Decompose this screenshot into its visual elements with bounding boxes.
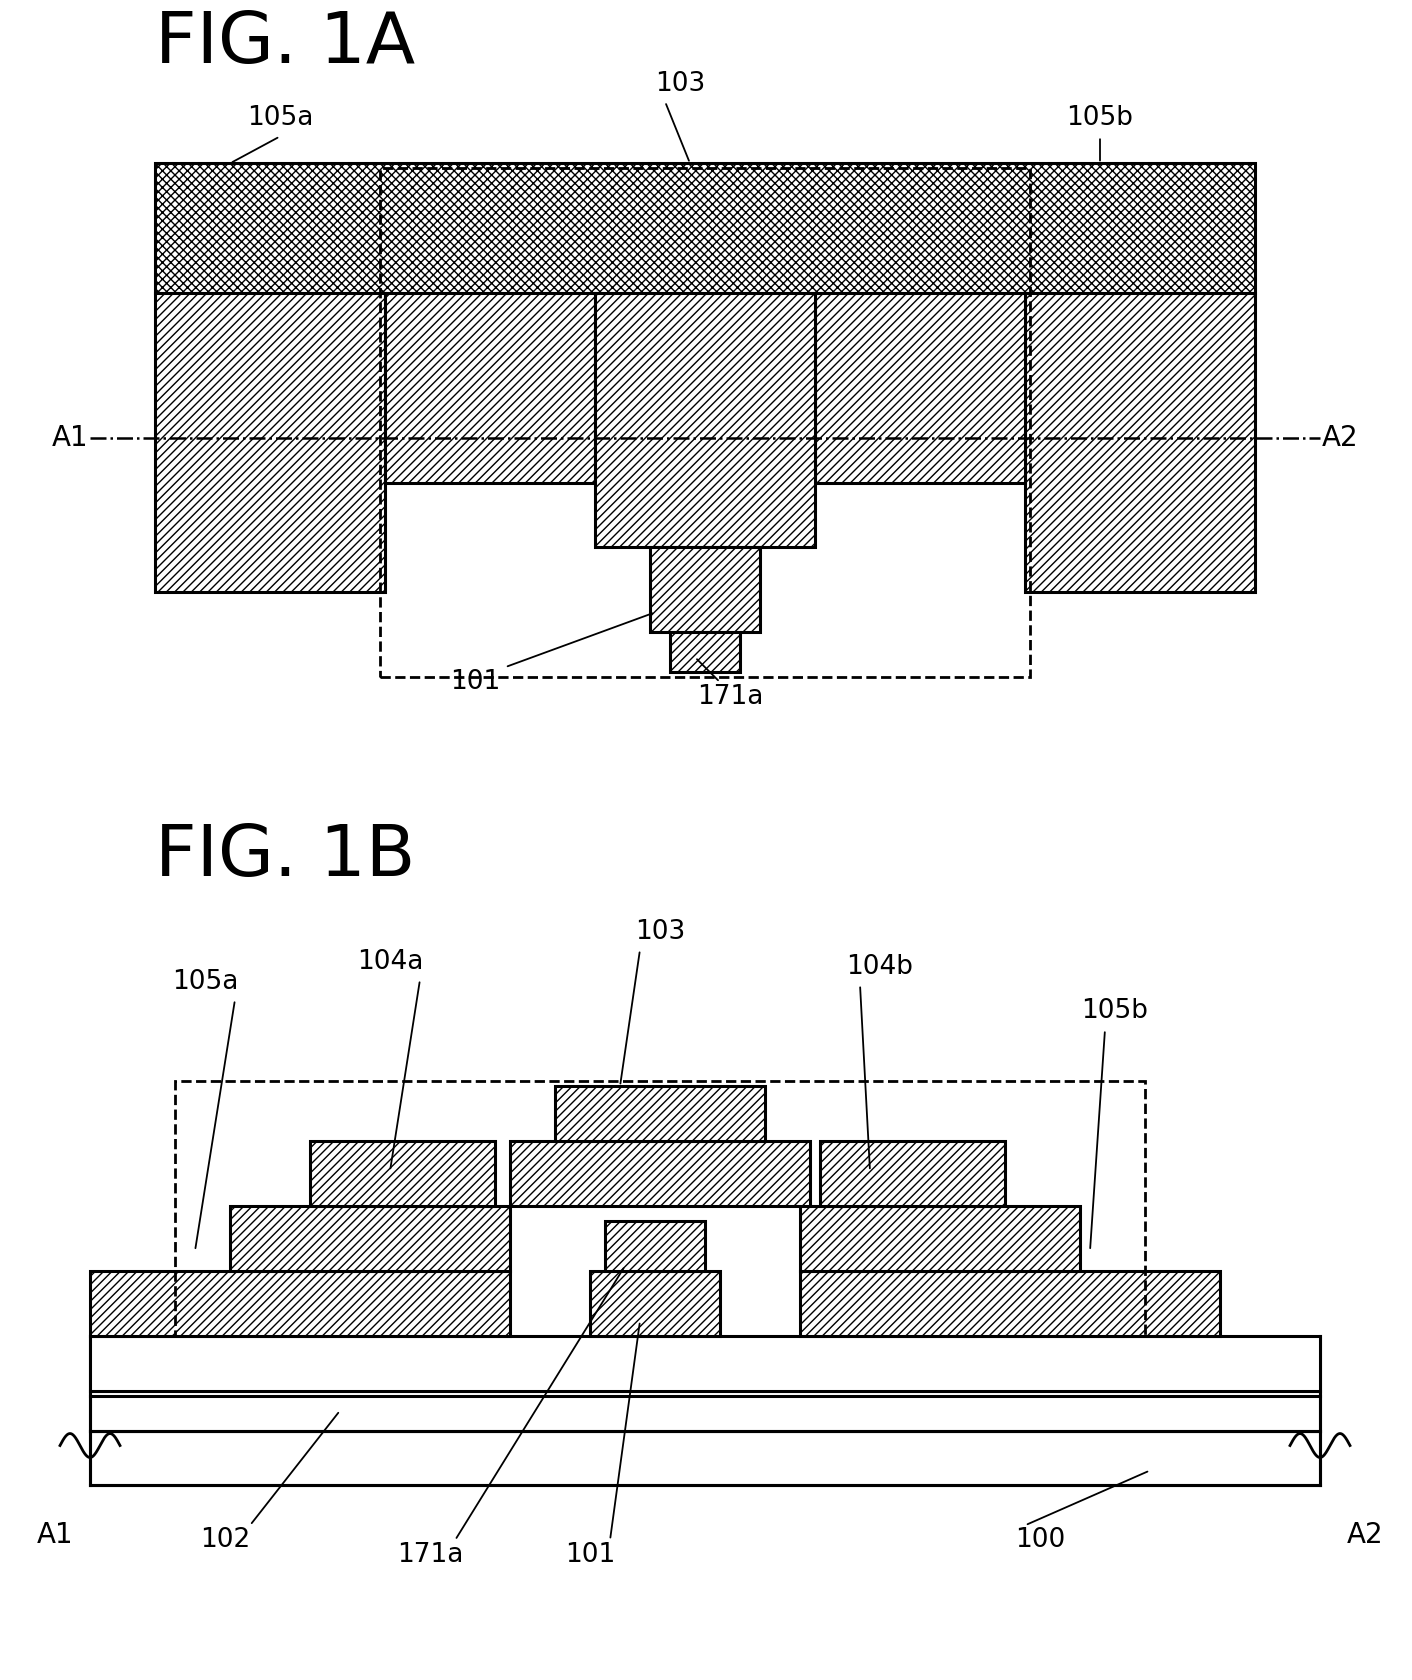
Text: 104b: 104b bbox=[847, 954, 914, 979]
Bar bbox=[801, 1270, 1220, 1336]
Text: 105a: 105a bbox=[172, 969, 239, 995]
Bar bbox=[820, 1141, 1005, 1206]
Text: 104a: 104a bbox=[357, 949, 424, 974]
Bar bbox=[90, 1270, 510, 1336]
Bar bbox=[604, 1221, 705, 1270]
Bar bbox=[650, 548, 760, 632]
Bar bbox=[1025, 292, 1255, 593]
Text: 105a: 105a bbox=[247, 106, 313, 131]
Bar bbox=[510, 1141, 810, 1206]
Bar bbox=[385, 292, 594, 482]
Bar bbox=[90, 1391, 1320, 1431]
Bar bbox=[155, 163, 1255, 292]
Bar bbox=[815, 292, 1025, 482]
Bar bbox=[230, 1206, 510, 1270]
Text: 101: 101 bbox=[450, 669, 500, 696]
Text: A2: A2 bbox=[1347, 1522, 1384, 1549]
Text: A2: A2 bbox=[1322, 423, 1358, 452]
Text: 103: 103 bbox=[635, 919, 685, 944]
Bar bbox=[594, 292, 815, 548]
Text: 105b: 105b bbox=[1066, 106, 1134, 131]
Text: 102: 102 bbox=[201, 1527, 250, 1554]
Bar bbox=[671, 632, 740, 672]
Bar bbox=[90, 1336, 1320, 1391]
Text: A1: A1 bbox=[37, 1522, 73, 1549]
Text: FIG. 1B: FIG. 1B bbox=[155, 822, 415, 892]
Bar bbox=[155, 292, 385, 593]
Bar bbox=[590, 1270, 720, 1336]
Bar bbox=[380, 168, 1029, 677]
Bar bbox=[175, 1082, 1145, 1336]
Bar bbox=[801, 1206, 1080, 1270]
Text: 103: 103 bbox=[655, 71, 705, 96]
Bar bbox=[555, 1087, 765, 1141]
Text: 101: 101 bbox=[565, 1542, 616, 1567]
Bar bbox=[90, 1431, 1320, 1485]
Text: FIG. 1A: FIG. 1A bbox=[155, 8, 415, 77]
Text: 105b: 105b bbox=[1082, 998, 1148, 1025]
Text: 171a: 171a bbox=[397, 1542, 463, 1567]
Text: 171a: 171a bbox=[696, 684, 764, 711]
Text: 100: 100 bbox=[1015, 1527, 1065, 1554]
Text: A1: A1 bbox=[52, 423, 89, 452]
Bar bbox=[311, 1141, 496, 1206]
